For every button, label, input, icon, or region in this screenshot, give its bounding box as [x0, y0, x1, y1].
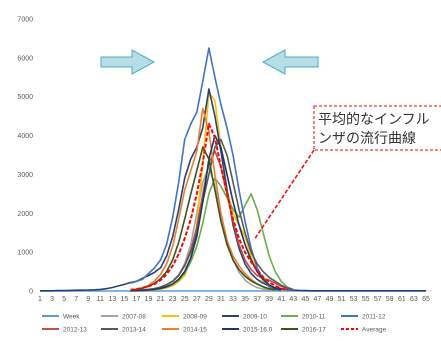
x-tick-label: 9 — [86, 296, 90, 303]
y-tick-label: 3000 — [17, 172, 33, 179]
legend-label: Week — [63, 314, 80, 321]
x-tick-label: 21 — [157, 296, 165, 303]
x-tick-label: 65 — [422, 296, 430, 303]
y-tick-label: 2000 — [17, 211, 33, 218]
series-line-2009-10 — [40, 88, 426, 292]
x-tick-label: 3 — [50, 296, 54, 303]
series-line-2014-15 — [130, 107, 276, 291]
x-tick-label: 53 — [350, 296, 358, 303]
x-tick-label: 17 — [133, 296, 141, 303]
x-tick-label: 23 — [169, 296, 177, 303]
series-layer — [40, 47, 426, 292]
average-curve-callout: 平均的なインフル ンザの流行曲線 — [253, 105, 441, 241]
y-tick-label: 5000 — [17, 94, 33, 101]
series-line-average — [130, 122, 288, 291]
y-tick-label: 4000 — [17, 133, 33, 140]
x-tick-label: 49 — [326, 296, 334, 303]
x-tick-label: 7 — [74, 296, 78, 303]
x-tick-label: 55 — [362, 296, 370, 303]
x-axis-ticks: 1 3 5 7 9 11 13 15 17 19 21 23 25 27 29 31 33 35 37 39 41 43 4… — [38, 296, 430, 303]
legend-label: Average — [362, 327, 386, 334]
y-tick-label: 7000 — [17, 17, 33, 24]
x-tick-label: 13 — [108, 296, 116, 303]
legend-label: 2015-16.0 — [243, 327, 273, 334]
x-tick-label: 15 — [121, 296, 129, 303]
x-tick-label: 39 — [265, 296, 273, 303]
x-tick-label: 37 — [253, 296, 261, 303]
y-tick-label: 1000 — [17, 250, 33, 257]
series-line-2013-14 — [130, 138, 294, 292]
y-tick-label: 6000 — [17, 55, 33, 62]
x-tick-label: 31 — [217, 296, 225, 303]
x-tick-label: 35 — [241, 296, 249, 303]
y-axis-ticks: 0 1000 2000 3000 4000 5000 6000 7000 — [17, 17, 33, 296]
x-tick-label: 5 — [62, 296, 66, 303]
legend-label: 2013-14 — [122, 327, 146, 334]
x-tick-label: 1 — [38, 296, 42, 303]
x-tick-label: 29 — [205, 296, 213, 303]
legend-label: 2008-09 — [183, 314, 207, 321]
x-tick-label: 63 — [410, 296, 418, 303]
x-tick-label: 51 — [338, 296, 346, 303]
legend-label: 2014-15 — [183, 327, 207, 334]
x-tick-label: 27 — [193, 296, 201, 303]
left-arrow-icon — [261, 49, 319, 75]
series-line-2015-16-0 — [130, 134, 282, 292]
x-tick-label: 41 — [277, 296, 285, 303]
x-tick-label: 33 — [229, 296, 237, 303]
x-tick-label: 59 — [386, 296, 394, 303]
right-arrow-icon — [100, 49, 156, 75]
legend-label: 2016-17 — [302, 327, 326, 334]
legend-label: 2007-08 — [122, 314, 146, 321]
x-tick-label: 61 — [398, 296, 406, 303]
x-tick-label: 19 — [145, 296, 153, 303]
legend: Week 2007-08 2008-09 2009-10 2010-11 2011-12 2… — [42, 314, 386, 334]
x-tick-label: 43 — [289, 296, 297, 303]
x-tick-label: 11 — [97, 296, 104, 303]
legend-label: 2010-11 — [302, 314, 326, 321]
legend-label: 2012-13 — [63, 327, 87, 334]
y-tick-label: 0 — [29, 289, 33, 296]
series-line-2011-12 — [130, 47, 282, 292]
legend-label: 2009-10 — [243, 314, 267, 321]
x-tick-label: 47 — [314, 296, 322, 303]
series-line-2010-11 — [130, 177, 294, 292]
legend-label: 2011-12 — [362, 314, 386, 321]
callout-text-line2: ンザの流行曲線 — [318, 131, 416, 147]
callout-text-line1: 平均的なインフル — [318, 112, 430, 128]
x-tick-label: 45 — [301, 296, 309, 303]
x-tick-label: 25 — [181, 296, 189, 303]
x-tick-label: 57 — [374, 296, 382, 303]
